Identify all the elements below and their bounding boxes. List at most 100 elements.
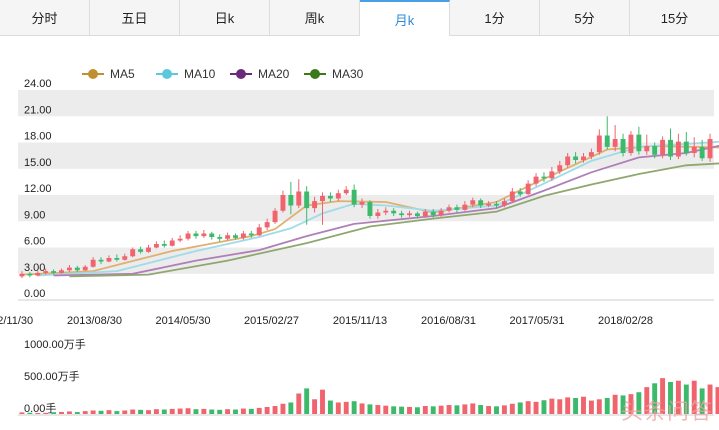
volume-bar	[422, 406, 428, 414]
candle-body	[588, 152, 594, 157]
candle-body	[549, 171, 555, 179]
candle-body	[707, 139, 713, 159]
y-tick-label: 0.00	[24, 288, 45, 300]
candle-body	[153, 244, 159, 248]
legend-label: MA30	[332, 67, 364, 81]
volume-bar	[185, 408, 191, 414]
legend-item-ma20[interactable]: MA20	[230, 67, 290, 81]
tab-1min[interactable]: 1分	[450, 0, 540, 35]
candle-body	[565, 156, 571, 166]
x-tick-label: 2012/11/30	[0, 315, 33, 327]
candle-body	[193, 233, 199, 237]
tab-day-k[interactable]: 日k	[180, 0, 270, 35]
y-tick-label: 12.00	[24, 183, 52, 195]
candle-body	[146, 247, 151, 252]
chart-legend[interactable]: MA5 MA10 MA20 MA30	[82, 67, 364, 81]
candle-body	[525, 183, 531, 195]
candle-body	[138, 249, 144, 252]
volume-bar	[320, 389, 325, 414]
tab-week-k[interactable]: 周k	[270, 0, 360, 35]
volume-bar	[296, 393, 302, 414]
volume-bar	[74, 412, 80, 414]
ma-line-ma30	[69, 162, 719, 278]
volume-bar	[59, 411, 64, 414]
candle-body	[114, 258, 120, 260]
volume-bar	[375, 405, 381, 414]
volume-bar	[51, 412, 57, 414]
volume-bar	[153, 409, 159, 414]
candle-body	[486, 203, 492, 206]
volume-bar	[98, 410, 104, 414]
tab-15min[interactable]: 15分	[630, 0, 719, 35]
candle-body	[478, 200, 484, 206]
candle-body	[470, 200, 476, 205]
volume-bar	[573, 398, 579, 414]
axis-labels: 0.00 3.00 6.00 9.00 12.00 15.00 18.00 21.00 24.0…	[0, 78, 653, 415]
volume-bar	[462, 404, 468, 414]
candle-body	[66, 267, 72, 271]
candle-body	[407, 213, 412, 216]
candle-body	[320, 195, 325, 202]
volume-bar	[533, 401, 539, 414]
legend-item-ma30[interactable]: MA30	[304, 67, 364, 81]
candle-body	[691, 146, 697, 153]
volume-bar	[636, 392, 642, 414]
candle-body	[304, 191, 310, 209]
x-tick-label: 2016/08/31	[421, 315, 476, 327]
candle-body	[343, 189, 349, 194]
candle-body	[264, 222, 270, 228]
legend-item-ma10[interactable]: MA10	[156, 67, 216, 81]
tab-wuri[interactable]: 五日	[90, 0, 180, 35]
x-tick-label: 2015/11/13	[333, 315, 387, 327]
candle-body	[43, 271, 49, 273]
candle-body	[248, 233, 254, 236]
candle-body	[327, 195, 333, 199]
x-tick-label: 2013/08/30	[67, 315, 122, 327]
volume-bar	[675, 380, 681, 414]
volume-bar	[565, 397, 571, 414]
volume-bar	[391, 406, 397, 414]
candle-body	[501, 201, 507, 206]
candle-body	[161, 244, 167, 246]
volume-bar	[335, 402, 341, 414]
candle-body	[533, 176, 539, 184]
candle-body	[312, 201, 318, 209]
candle-body	[296, 191, 302, 206]
candle-body	[98, 259, 104, 262]
candle-body	[74, 267, 80, 271]
x-tick-label: 2014/05/30	[155, 315, 210, 327]
candle-body	[209, 233, 215, 237]
volume-bar	[486, 406, 492, 414]
legend-marker	[162, 69, 172, 79]
tab-fenshi[interactable]: 分时	[0, 0, 90, 35]
volume-bar	[27, 412, 33, 414]
y-tick-label: 6.00	[24, 236, 45, 248]
candle-body	[106, 258, 112, 262]
volume-bar	[430, 406, 436, 414]
volume-bar	[359, 403, 365, 414]
candle-body	[446, 207, 452, 211]
legend-item-ma5[interactable]: MA5	[82, 67, 135, 81]
y-tick-label: 15.00	[24, 157, 52, 169]
candle-body	[668, 139, 673, 157]
volume-bar	[596, 399, 602, 414]
tab-month-k[interactable]: 月k	[360, 0, 450, 36]
candle-body	[581, 156, 586, 160]
candle-body	[636, 134, 642, 152]
candle-body	[541, 176, 547, 179]
candle-body	[201, 233, 207, 237]
candle-body	[82, 266, 88, 271]
volume-bar	[351, 401, 357, 414]
volume-bar	[114, 411, 120, 414]
volume-bar	[288, 402, 294, 414]
candle-body	[596, 135, 602, 153]
volume-bar	[193, 409, 199, 414]
tab-5min[interactable]: 5分	[540, 0, 630, 35]
volume-bar	[399, 406, 405, 414]
candle-body	[90, 259, 96, 267]
candle-body	[185, 233, 191, 239]
candle-body	[19, 273, 25, 277]
volume-bar	[557, 399, 563, 414]
x-tick-label: 2017/05/31	[509, 315, 564, 327]
